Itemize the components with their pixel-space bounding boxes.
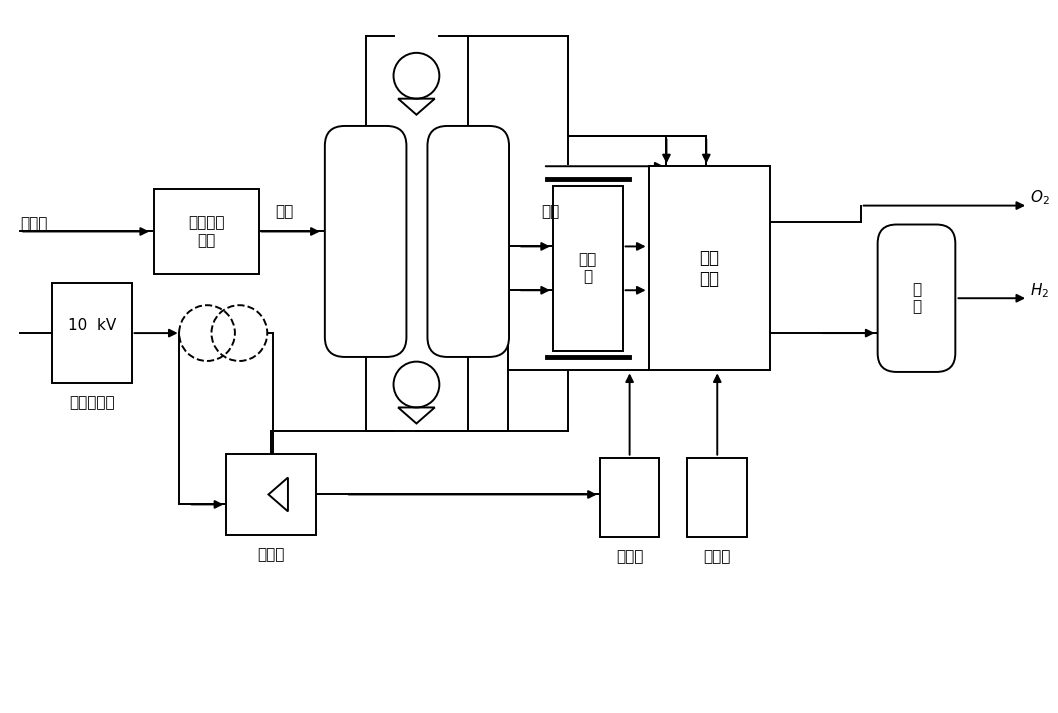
Bar — [52, 283, 131, 383]
FancyBboxPatch shape — [427, 126, 509, 357]
Text: O$_2$: O$_2$ — [1030, 188, 1050, 207]
Text: 附属
框架: 附属 框架 — [699, 249, 719, 288]
Bar — [688, 458, 747, 538]
Bar — [553, 186, 623, 351]
Text: 控制柜: 控制柜 — [704, 549, 731, 564]
Text: H$_2$: H$_2$ — [1030, 281, 1050, 299]
Bar — [226, 453, 316, 535]
Text: 整流柜: 整流柜 — [257, 548, 285, 563]
Bar — [600, 458, 659, 538]
Text: 水筱: 水筱 — [275, 204, 293, 219]
Text: 配电柜: 配电柜 — [616, 549, 643, 564]
Text: 10  kV: 10 kV — [68, 317, 115, 333]
Text: 筹筱: 筹筱 — [541, 204, 559, 219]
Text: 电解
槽: 电解 槽 — [579, 252, 597, 284]
FancyBboxPatch shape — [325, 126, 406, 357]
Bar — [649, 166, 770, 371]
Text: 储
罐: 储 罐 — [912, 282, 922, 314]
Text: 去离子水
设备: 去离子水 设备 — [188, 215, 224, 247]
Text: 自来水: 自来水 — [20, 216, 48, 231]
Bar — [154, 189, 258, 274]
Text: 高压开关柜: 高压开关柜 — [69, 395, 114, 410]
FancyBboxPatch shape — [878, 225, 955, 372]
